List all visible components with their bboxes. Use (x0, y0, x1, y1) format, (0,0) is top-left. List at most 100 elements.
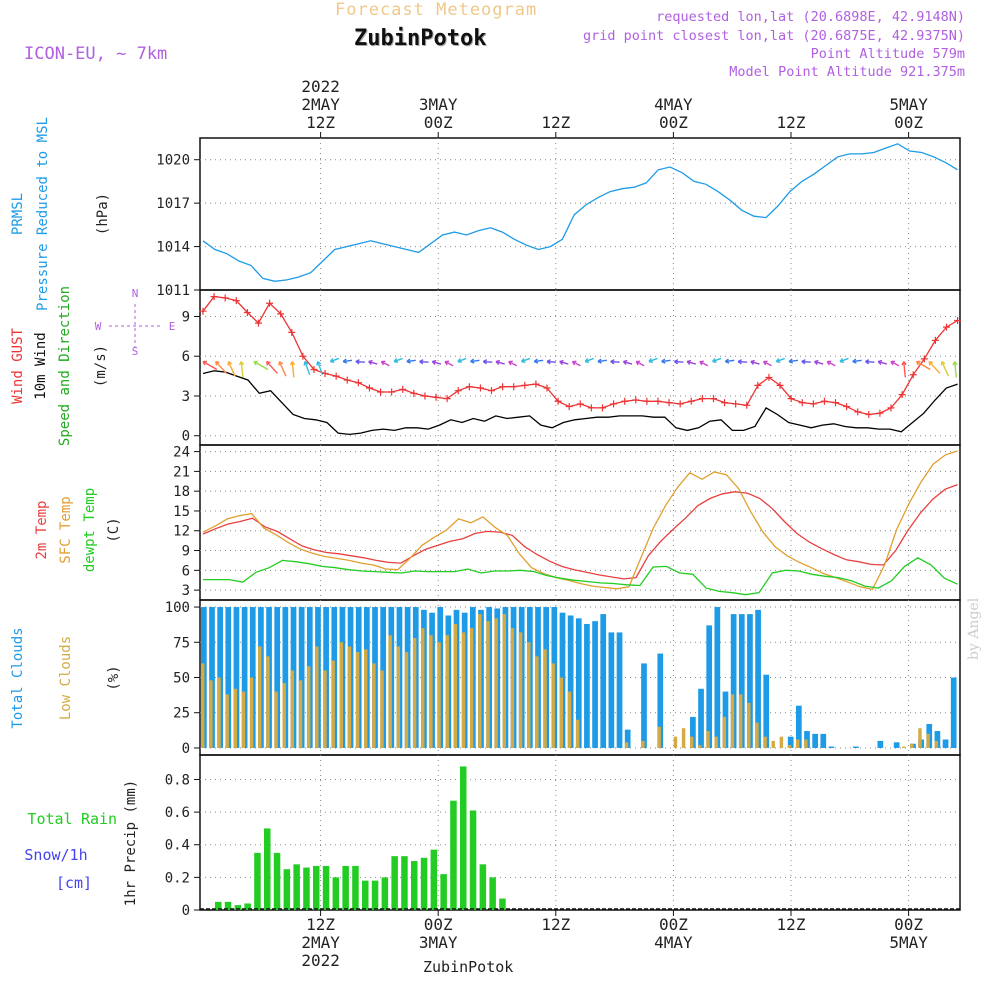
low-cloud-bar (918, 728, 922, 748)
wind-direction-arrow (903, 361, 907, 378)
gust-marker (532, 380, 540, 388)
bottom-axis-day: 3MAY (419, 933, 458, 952)
wind-direction-arrow (826, 360, 836, 367)
gust-marker (876, 409, 884, 417)
low-cloud-bar (396, 646, 401, 748)
rain-bar (391, 856, 398, 910)
wind-direction-arrowhead (635, 360, 641, 366)
total-cloud-bar (698, 688, 704, 748)
total-cloud-bar (755, 609, 761, 748)
total-cloud-bar (934, 731, 941, 748)
compass-s: S (132, 345, 139, 358)
rain-bar (450, 800, 457, 910)
compass-w: W (95, 320, 102, 333)
gust-marker (421, 392, 429, 400)
gust-marker (887, 404, 895, 412)
top-axis-day: 5MAY (889, 95, 928, 114)
low-cloud-bar (412, 638, 417, 748)
ytick-label-precip: 0.6 (165, 805, 190, 821)
wind-direction-arrow (776, 357, 785, 363)
wind-direction-arrowhead (289, 361, 296, 366)
wind-direction-arrow (725, 359, 735, 363)
rain-bar (352, 865, 359, 910)
total-cloud-bar (233, 607, 240, 748)
rain-bar (401, 856, 408, 910)
gust-marker (954, 316, 962, 324)
gust-marker (521, 381, 529, 389)
rain-bar (430, 849, 438, 910)
rain-bar (283, 869, 291, 910)
total-cloud-bar (584, 623, 590, 748)
gust-marker (709, 395, 717, 403)
low-cloud-bar (437, 642, 441, 748)
wind-direction-arrowhead (559, 359, 564, 365)
ylabel-10m-wind: 10m Wind (33, 332, 49, 399)
wind-direction-arrowhead (865, 359, 870, 365)
wind-direction-arrow (521, 357, 531, 363)
wind-direction-arrowhead (737, 359, 742, 365)
wind-direction-arrowhead (814, 359, 819, 365)
low-cloud-bar (795, 739, 800, 748)
ytick-label-precip: 0.4 (165, 838, 190, 854)
bottom-axis-hour: 12Z (541, 915, 570, 934)
wind-direction-arrow (508, 360, 518, 367)
wind-direction-arrow (712, 357, 722, 363)
gust-marker (832, 399, 840, 407)
ylabel-2m-temp: 2m Temp (34, 500, 50, 559)
total-cloud-bar (763, 674, 770, 748)
ytick-label-clouds: 50 (173, 671, 190, 687)
bottom-axis-hour: 00Z (659, 915, 688, 934)
gust-marker (299, 352, 307, 360)
ytick-label-wind: 3 (182, 389, 190, 405)
low-cloud-bar (787, 745, 792, 748)
total-cloud-bar (298, 607, 305, 748)
total-cloud-bar (225, 607, 232, 748)
gust-marker (210, 293, 218, 301)
wind-direction-arrowhead (877, 359, 883, 365)
gust-marker (765, 373, 773, 381)
gust-marker (465, 383, 473, 391)
rain-bar (381, 877, 389, 910)
wind-direction-arrowhead (839, 357, 845, 363)
gust-marker (865, 411, 873, 419)
low-cloud-bar (306, 666, 311, 748)
total-cloud-bar (812, 733, 818, 748)
total-cloud-bar (641, 663, 647, 748)
low-cloud-bar (225, 694, 229, 748)
low-cloud-bar (624, 742, 629, 748)
wind-direction-arrow (419, 360, 429, 363)
low-cloud-bar (657, 726, 661, 748)
grid-point-coords: grid point closest lon,lat (20.6875E, 42… (582, 28, 965, 44)
low-cloud-bar (355, 652, 360, 748)
low-cloud-bar (722, 716, 727, 748)
rain-bar (440, 874, 447, 910)
meteogram-title: Forecast Meteogram (335, 0, 538, 20)
total-cloud-bar (747, 614, 753, 748)
low-cloud-bar (404, 652, 409, 748)
low-cloud-bar (527, 642, 531, 748)
wind-direction-arrow (890, 360, 900, 367)
rain-bar (215, 901, 222, 910)
gust-marker (543, 384, 551, 392)
low-cloud-bar (559, 677, 564, 748)
rain-bar (332, 877, 340, 910)
dewpoint-line (203, 557, 958, 596)
top-axis-day: 4MAY (654, 95, 693, 114)
ytick-label-precip: 0 (182, 903, 190, 919)
wind-direction-arrow (953, 361, 958, 378)
low-cloud-bar (469, 628, 474, 748)
gust-marker (565, 403, 573, 411)
ylabel-total-clouds: Total Clouds (10, 627, 26, 728)
gust-marker (554, 397, 562, 405)
gust-marker (488, 387, 496, 395)
rain-bar (420, 857, 428, 910)
ytick-label-temperature: 9 (182, 544, 190, 560)
gust-marker (377, 388, 385, 396)
rain-bar (273, 852, 281, 910)
wind-direction-arrow (381, 360, 390, 367)
ylabel-precip-unit: 1hr Precip (mm) (123, 780, 139, 906)
wind-direction-arrowhead (470, 358, 475, 364)
rain-bar (234, 905, 242, 910)
wind-direction-arrowhead (342, 358, 348, 364)
low-cloud-bar (706, 731, 710, 748)
